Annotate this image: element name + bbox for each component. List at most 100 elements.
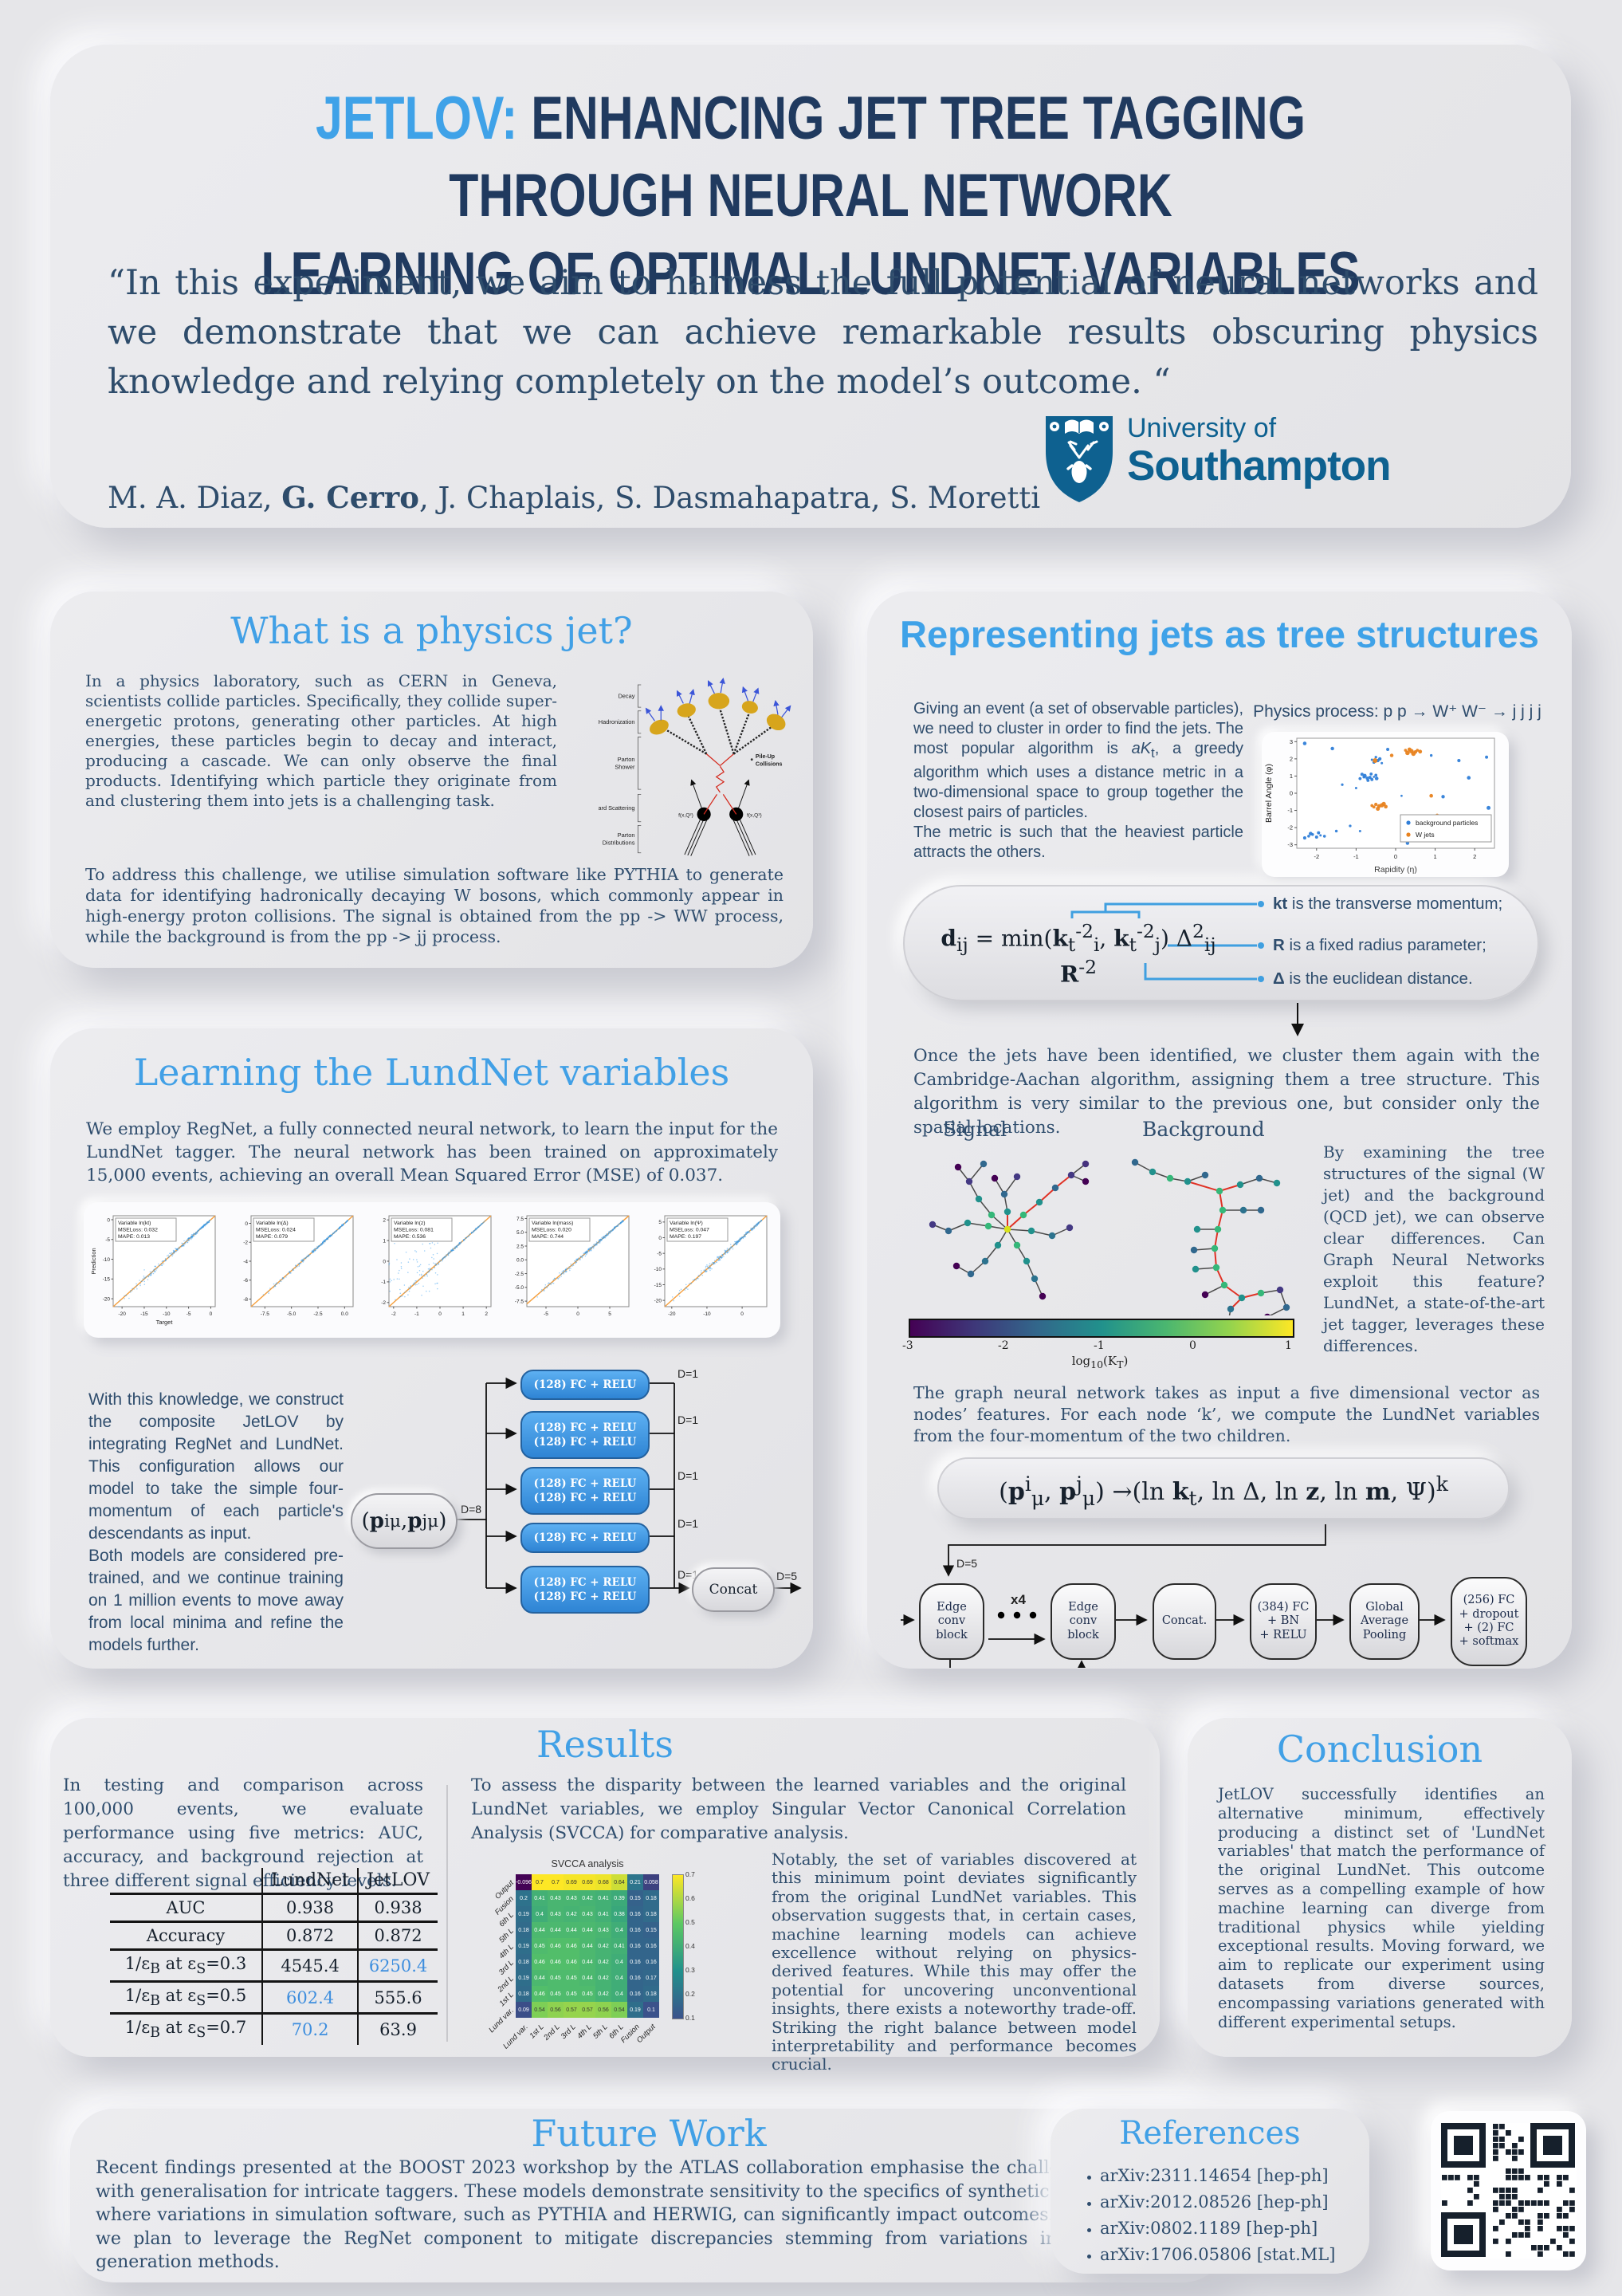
tree-colorbar-tick: -1 (1094, 1339, 1105, 1352)
heatmap-cell: 0.42 (595, 1954, 611, 1970)
svg-text:-15: -15 (103, 1277, 111, 1283)
heatmap-cell: 0.44 (579, 1938, 595, 1954)
regnet-diagram: D=8 D=1 D=1 D=1 D=1 D=1 D=5 (p i μ, p j μ) (… (349, 1370, 807, 1661)
heatmap-cell: 0.42 (564, 1906, 579, 1922)
svg-text:-2: -2 (243, 1240, 248, 1246)
heatmap-cell: 0.41 (595, 1906, 611, 1922)
reference-item: arXiv:2012.08526 [hep-ph] (1100, 2189, 1335, 2215)
heatmap-cell: 0.19 (516, 1970, 532, 1986)
svg-text:MSELoss: 0.081: MSELoss: 0.081 (394, 1228, 434, 1233)
heatmap-cell: 0.44 (564, 1922, 579, 1938)
reference-item: arXiv:2311.14654 [hep-ph] (1100, 2163, 1335, 2189)
heatmap-cell: 0.19 (627, 2002, 643, 2018)
table-lundnet-value: 4545.4 (262, 1949, 359, 1982)
svg-text:-15: -15 (654, 1283, 662, 1288)
heatmap-cell: 0.69 (579, 1874, 595, 1890)
heatmap-cell: 0.1 (643, 2002, 659, 2018)
jet-cascade-figure: Decay Hadronization Parton Shower Hard S… (594, 665, 804, 858)
svg-text:-1: -1 (1353, 853, 1359, 860)
heatmap-cell: 0.46 (564, 1938, 579, 1954)
svg-text:-2: -2 (1287, 824, 1293, 832)
heatmap-cell: 0.2 (516, 1890, 532, 1906)
signal-tree-graph (929, 1160, 1090, 1300)
tree-colorbar-tick: -3 (902, 1339, 913, 1352)
heatmap-cell: 0.15 (643, 1922, 659, 1938)
learning-paragraph-1: We employ RegNet, a fully connected neur… (86, 1119, 778, 1185)
label-fxq-right: f(x,Q²) (747, 812, 762, 818)
rapidity-scatter-plot: -2 -1 0 1 2 -3 -2 -1 0 1 2 3 background particles W j… (1264, 737, 1495, 875)
header-card: JETLOV: ENHANCING JET TREE TAGGING THROU… (50, 45, 1571, 528)
heatmap-cell: 0.69 (564, 1874, 579, 1890)
heatmap-colorbar-tick: 0.1 (685, 2014, 695, 2022)
svg-text:MAPE: 0.013: MAPE: 0.013 (118, 1234, 150, 1240)
svg-text:-20: -20 (103, 1296, 111, 1302)
heatmap-colorbar-tick: 0.3 (685, 1966, 695, 1974)
qr-code (1441, 2123, 1577, 2259)
heatmap-cell: 0.4 (532, 1906, 548, 1922)
heatmap-colorbar-tick: 0.5 (685, 1918, 695, 1926)
rapidity-scatter-panel: -2 -1 0 1 2 -3 -2 -1 0 1 2 3 background particles W j… (1262, 732, 1509, 877)
heatmap-cell: 0.16 (643, 1954, 659, 1970)
regression-plots-panel: -20 -15 -10 -5 0 0 -5 -10 -15 -20 Variable ln(kt) M… (84, 1202, 780, 1338)
physics-process: Physics process: p p → W⁺ W⁻ → j j j j (1253, 702, 1541, 721)
svg-text:1: 1 (461, 1311, 465, 1317)
svg-text:-5: -5 (105, 1237, 110, 1243)
svg-text:MAPE: 0.197: MAPE: 0.197 (670, 1234, 701, 1240)
heatmap-cell: 0.44 (548, 1922, 564, 1938)
svg-text:-10: -10 (703, 1311, 711, 1317)
svg-text:2: 2 (485, 1311, 488, 1317)
heatmap-cell: 0.45 (579, 1986, 595, 2002)
svg-text:-20: -20 (668, 1311, 676, 1317)
distance-metric-pill: dij = min(kt-2i, kt-2j) Δ2ij R-2 kt is t… (903, 885, 1539, 1001)
heatmap-cell: 0.16 (627, 1906, 643, 1922)
tree-colorbar-tick: 0 (1189, 1339, 1196, 1352)
svg-text:0.0: 0.0 (341, 1311, 348, 1317)
svg-text:MAPE: 0.079: MAPE: 0.079 (256, 1234, 288, 1240)
university-crest-icon (1046, 416, 1113, 502)
lundnet-pipeline-diagram: D=5 x4 Edge conv block Edge conv block C… (899, 1523, 1545, 1668)
lundnet-variables-pill: (piμ, pjμ) →(ln kt, ln Δ, ln z, ln m, Ψ)… (937, 1457, 1510, 1520)
heatmap-cell: 0.46 (548, 1938, 564, 1954)
svg-text:MAPE: 0.744: MAPE: 0.744 (532, 1234, 564, 1240)
heatmap-cell: 0.45 (564, 1986, 579, 2002)
svg-text:background particles: background particles (1416, 819, 1478, 827)
svg-text:0: 0 (740, 1311, 744, 1317)
heatmap-cell: 0.17 (643, 1970, 659, 1986)
results-divider (446, 1785, 448, 2042)
future-section-card: Future Work Recent findings presented at… (70, 2109, 1227, 2282)
pipeline-connectors: D=5 x4 (901, 1524, 1446, 1668)
table-jetlov-value: 63.9 (379, 2019, 417, 2039)
heatmap-cell: 0.41 (611, 1938, 627, 1954)
pipeline-x4-label: x4 (1011, 1592, 1026, 1607)
svg-text:Prediction: Prediction (90, 1248, 97, 1274)
quote: “In this experiment, we aim to harness t… (108, 263, 1538, 402)
heatmap-cell: -0.096 (516, 1874, 532, 1890)
heatmap-cell: 0.44 (579, 1922, 595, 1938)
svg-text:-5: -5 (187, 1311, 191, 1317)
conclusion-section-card: Conclusion JetLOV successfully identifie… (1188, 1718, 1572, 2057)
regnet-block-4: (128) FC + RELU (520, 1523, 650, 1553)
tree-colorbar-label: log10(KT) (1071, 1354, 1129, 1370)
jet-paragraph-1: In a physics laboratory, such as CERN in… (85, 671, 557, 810)
references-section-card: References arXiv:2311.14654 [hep-ph]arXi… (1051, 2109, 1369, 2274)
heatmap-cell: 0.19 (516, 1938, 532, 1954)
heatmap-cell: 0.43 (548, 1906, 564, 1922)
heatmap-cell: 0.46 (532, 1954, 548, 1970)
heatmap-cell: 0.46 (532, 1986, 548, 2002)
heatmap-cell: 0.16 (627, 1970, 643, 1986)
table-jetlov-value: 0.872 (374, 1926, 422, 1945)
heatmap-cell: 0.18 (516, 1954, 532, 1970)
heatmap-cell: 0.54 (611, 2002, 627, 2018)
svg-text:Variable ln(z): Variable ln(z) (394, 1221, 426, 1226)
svg-text:-5.0: -5.0 (515, 1285, 524, 1291)
table-jetlov-value: 0.938 (374, 1898, 422, 1917)
svg-text:2: 2 (383, 1217, 386, 1223)
regnet-d5-label: D=5 (776, 1570, 797, 1582)
svg-text:2: 2 (1473, 853, 1476, 860)
heatmap-cell: 0.68 (595, 1874, 611, 1890)
heatmap-cell: 0.18 (516, 1986, 532, 2002)
learning-paragraph-3: Both models are considered pre-trained, … (88, 1547, 344, 1654)
lundnet-variables-formula: (piμ, pjμ) →(ln kt, ln Δ, ln z, ln m, Ψ)… (999, 1472, 1448, 1510)
future-paragraph: Recent findings presented at the BOOST 2… (96, 2158, 1202, 2272)
